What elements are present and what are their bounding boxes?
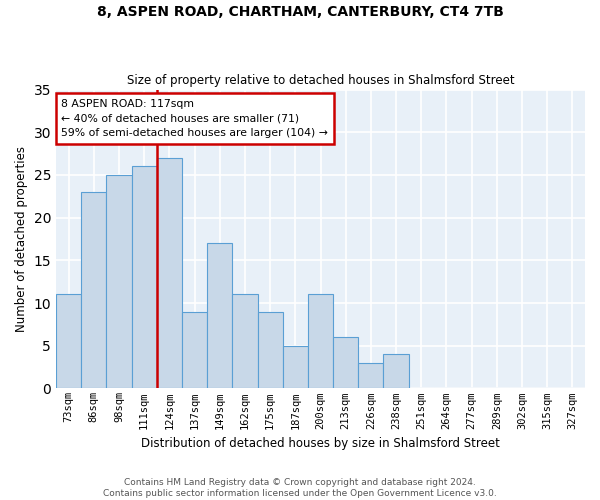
Bar: [131, 166, 157, 388]
Text: 8, ASPEN ROAD, CHARTHAM, CANTERBURY, CT4 7TB: 8, ASPEN ROAD, CHARTHAM, CANTERBURY, CT4…: [97, 5, 503, 19]
Bar: [257, 312, 283, 388]
Bar: [56, 294, 81, 388]
Text: 8 ASPEN ROAD: 117sqm
← 40% of detached houses are smaller (71)
59% of semi-detac: 8 ASPEN ROAD: 117sqm ← 40% of detached h…: [61, 98, 328, 138]
Bar: [308, 294, 333, 388]
Bar: [182, 312, 207, 388]
Title: Size of property relative to detached houses in Shalmsford Street: Size of property relative to detached ho…: [127, 74, 514, 87]
Bar: [283, 346, 308, 389]
Bar: [106, 175, 131, 388]
X-axis label: Distribution of detached houses by size in Shalmsford Street: Distribution of detached houses by size …: [141, 437, 500, 450]
Bar: [157, 158, 182, 388]
Bar: [358, 363, 383, 388]
Bar: [81, 192, 106, 388]
Bar: [333, 337, 358, 388]
Text: Contains HM Land Registry data © Crown copyright and database right 2024.
Contai: Contains HM Land Registry data © Crown c…: [103, 478, 497, 498]
Bar: [383, 354, 409, 388]
Y-axis label: Number of detached properties: Number of detached properties: [15, 146, 28, 332]
Bar: [232, 294, 257, 388]
Bar: [207, 243, 232, 388]
